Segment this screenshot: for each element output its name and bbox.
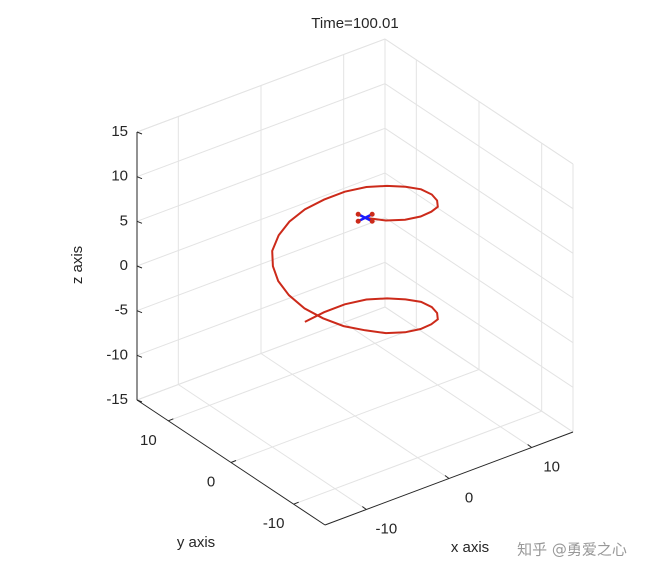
z-tick [136,310,143,314]
z-tick-label: 15 [111,123,128,140]
x-tick-label: -10 [375,520,397,537]
x-tick [362,506,367,510]
vehicle-rotor [355,218,361,224]
x-tick-label: 10 [543,458,560,475]
z-tick [136,176,143,180]
vehicle-rotor [355,211,361,217]
grid-line [384,172,574,299]
z-tick-label: -5 [115,302,128,319]
vehicle [355,211,375,224]
z-tick-label: 0 [120,257,128,274]
grid-line [384,83,574,210]
y-axis-label: y axis [177,534,215,551]
grid-line [384,127,574,254]
vehicle-rotor [369,218,375,224]
z-tick [136,265,143,269]
grid-line [384,261,574,388]
grid-line [136,261,386,356]
vehicle-arm [357,213,373,223]
x-tick [444,475,450,479]
y-axis [136,399,326,526]
grid-line [168,327,417,422]
x-tick-label: 0 [465,489,473,506]
z-tick [136,354,143,358]
chart-title: Time=100.01 [311,15,398,32]
grid-line [384,306,574,433]
z-tick [136,131,143,135]
grid-line [136,38,386,133]
y-tick [168,418,174,422]
grid-line [293,410,542,505]
z-axis-label: z axis [69,246,86,284]
grid-line [136,217,386,312]
y-tick [230,460,237,463]
y-tick-label: 0 [207,473,215,490]
z-tick-label: 5 [120,212,128,229]
grid-line [136,172,386,267]
grid-line [136,306,386,401]
watermark: 知乎 @勇爱之心 [517,541,627,559]
vehicle-rotor [369,211,375,217]
grid-line [384,217,574,344]
y-tick-label: 10 [140,432,157,449]
z-tick [136,220,143,224]
x-tick [527,444,532,448]
grid-line [230,369,480,463]
y-tick [293,501,299,505]
grid-line [384,38,574,165]
z-tick-label: -15 [106,391,128,408]
grid-line [136,83,386,178]
y-tick-label: -10 [263,515,285,532]
grid-line [136,127,386,222]
trajectory [271,184,439,335]
x-axis [324,431,574,526]
x-axis-label: x axis [451,539,489,556]
z-tick-label: -10 [106,346,128,363]
z-tick-label: 10 [111,168,128,185]
